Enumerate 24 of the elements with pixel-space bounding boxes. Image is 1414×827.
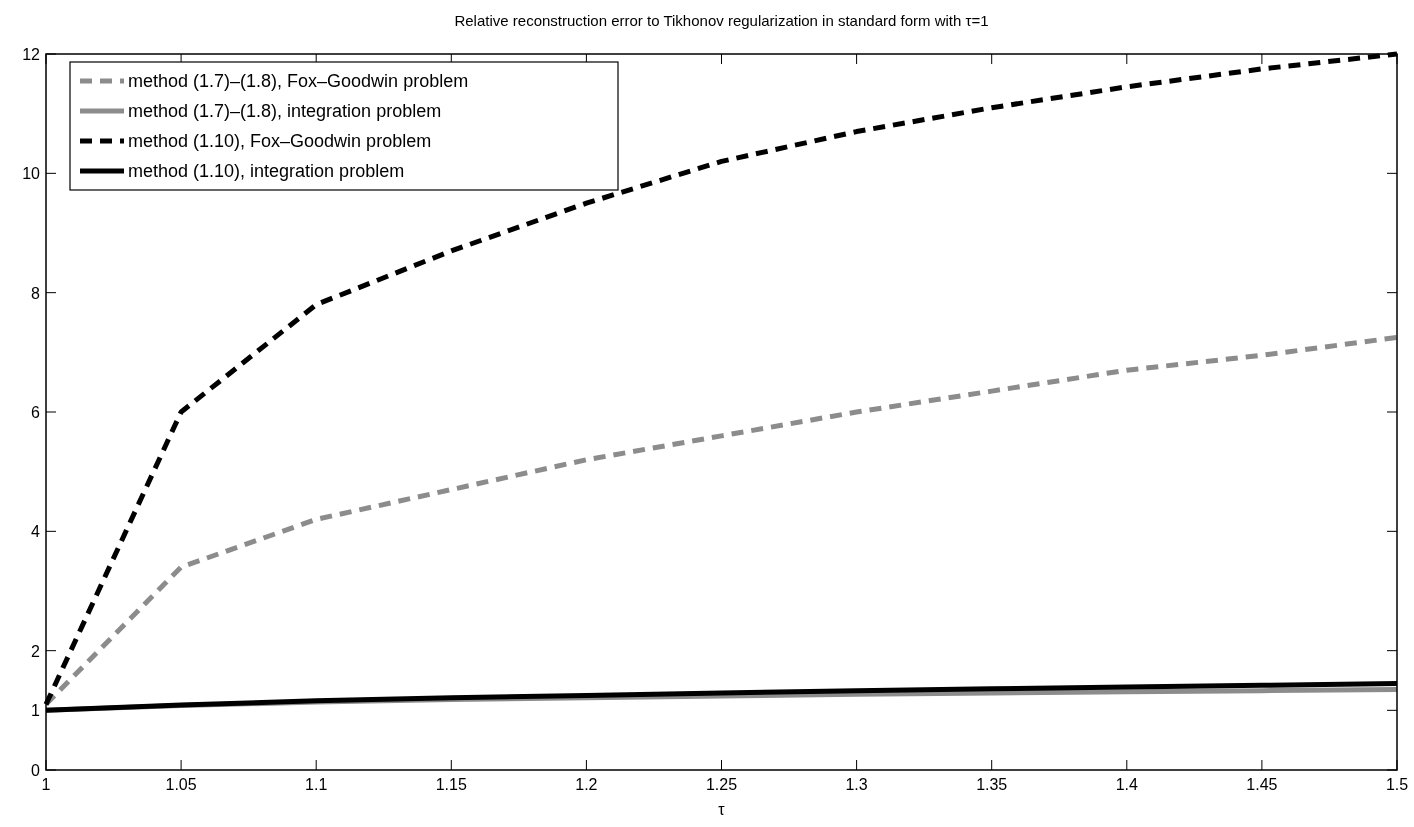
legend-label: method (1.10), integration problem xyxy=(128,161,405,181)
legend-label: method (1.7)–(1.8), integration problem xyxy=(128,101,442,121)
legend-label: method (1.7)–(1.8), Fox–Goodwin problem xyxy=(128,71,469,91)
chart-title: Relative reconstruction error to Tikhonov regularization in standard form with τ=1 xyxy=(454,12,989,29)
x-tick-label: 1.2 xyxy=(575,776,598,793)
y-tick-label: 12 xyxy=(22,46,41,63)
y-tick-label: 6 xyxy=(31,404,41,421)
x-tick-label: 1.3 xyxy=(845,776,868,793)
legend-label: method (1.10), Fox–Goodwin problem xyxy=(128,131,432,151)
y-tick-label: 10 xyxy=(22,165,41,183)
x-tick-label: 1.15 xyxy=(435,776,467,793)
y-tick-label: 0 xyxy=(31,762,41,779)
x-tick-label: 1.35 xyxy=(976,776,1008,793)
x-tick-label: 1.25 xyxy=(705,776,738,793)
y-tick-label: 8 xyxy=(31,284,41,302)
y-tick-label: 2 xyxy=(31,642,41,660)
x-tick-label: 1.45 xyxy=(1246,776,1278,793)
x-tick-label: 1.5 xyxy=(1385,776,1409,793)
y-tick-label: 1 xyxy=(31,702,41,720)
y-tick-label: 4 xyxy=(31,523,41,541)
x-axis-title: τ xyxy=(718,801,726,818)
x-tick-label: 1.1 xyxy=(305,776,328,793)
x-tick-label: 1.4 xyxy=(1115,776,1139,793)
x-tick-label: 1.05 xyxy=(165,776,197,793)
